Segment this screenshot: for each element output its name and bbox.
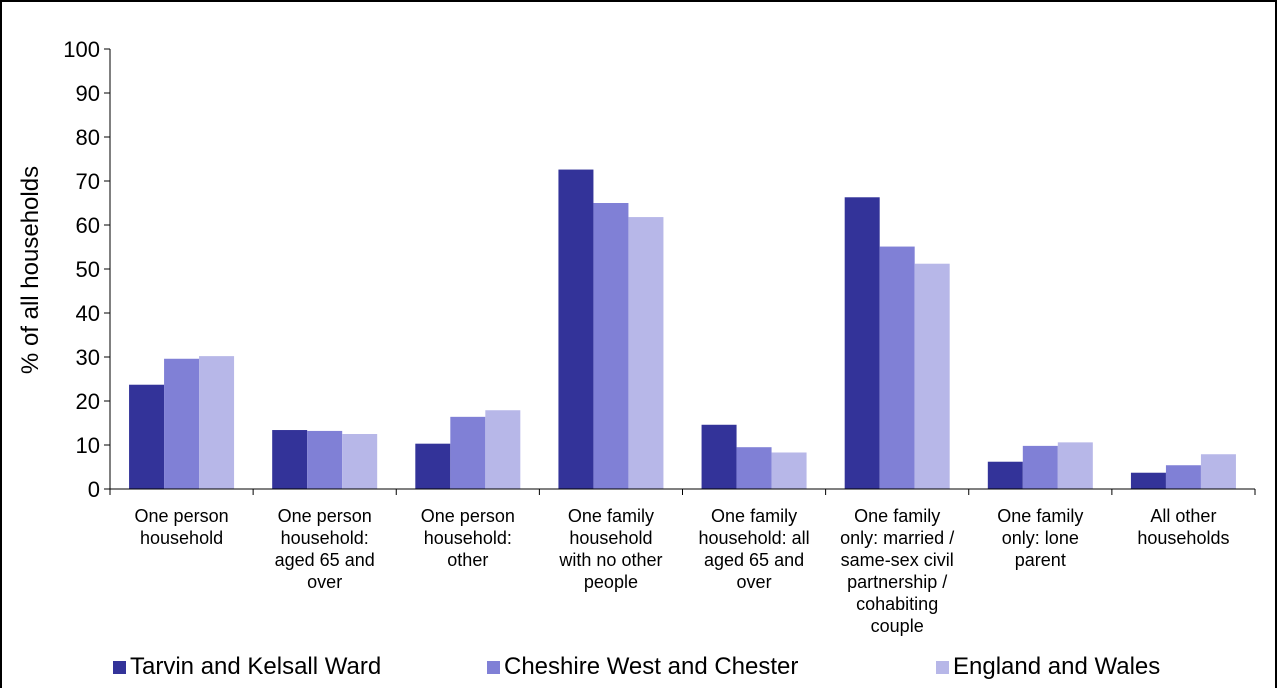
legend-item-cheshire: Cheshire West and Chester — [487, 652, 798, 682]
legend-label-england: England and Wales — [953, 653, 1161, 680]
x-tick-label-7: All other households — [1137, 506, 1229, 548]
bar-3-1 — [593, 203, 629, 489]
bar-6-0 — [987, 461, 1023, 489]
bar-3-2 — [628, 217, 664, 489]
x-tick-label-1: One person household: aged 65 and over — [275, 506, 375, 592]
x-tick-label-line: aged 65 and — [275, 550, 375, 570]
x-tick-label-2: One person household: other — [421, 506, 515, 570]
bar-0-1 — [164, 358, 200, 489]
y-tick-label: 70 — [76, 169, 100, 194]
x-tick-label-line: other — [447, 550, 488, 570]
x-tick-label-line: cohabiting — [856, 594, 938, 614]
bar-2-0 — [415, 443, 451, 489]
bar-0-0 — [129, 384, 165, 489]
bar-5-1 — [879, 246, 915, 489]
x-tick-label-line: households — [1137, 528, 1229, 548]
x-tick-label-0: One person household — [135, 506, 229, 548]
bar-4-2 — [771, 452, 807, 489]
x-tick-label-line: household — [569, 528, 652, 548]
bar-4-0 — [701, 424, 737, 489]
x-tick-label-line: partnership / — [847, 572, 947, 592]
x-tick-label-line: over — [307, 572, 342, 592]
y-axis-label: % of all households — [17, 166, 44, 374]
x-tick-label-4: One family household: all aged 65 and over — [699, 506, 810, 592]
x-tick-label-line: household: all — [699, 528, 810, 548]
x-tick-label-line: One family — [854, 506, 940, 526]
x-tick-label-line: only: lone — [1002, 528, 1079, 548]
bar-1-0 — [272, 430, 308, 489]
x-tick-label-line: couple — [871, 616, 924, 636]
legend-swatch-england — [936, 660, 949, 674]
legend-label-cheshire: Cheshire West and Chester — [504, 653, 799, 680]
bar-0-2 — [199, 356, 235, 489]
y-tick-label: 100 — [63, 37, 100, 62]
y-tick-label: 80 — [76, 125, 100, 150]
legend: Tarvin and Kelsall Ward Cheshire West an… — [0, 648, 1277, 688]
x-tick-label-line: All other — [1150, 506, 1216, 526]
bar-2-2 — [485, 410, 521, 489]
y-tick-label: 10 — [76, 433, 100, 458]
bars — [129, 169, 1236, 489]
bar-1-2 — [342, 434, 378, 489]
x-tick-label-line: people — [584, 572, 638, 592]
x-tick-label-line: aged 65 and — [704, 550, 804, 570]
x-tick-label-line: household: — [424, 528, 512, 548]
x-tick-label-line: One person — [421, 506, 515, 526]
x-tick-label-3: One family household with no other people — [558, 506, 662, 592]
legend-label-tarvin: Tarvin and Kelsall Ward — [130, 653, 382, 680]
x-tick-label-line: One family — [711, 506, 797, 526]
y-axis-label-group: % of all households — [17, 166, 44, 374]
x-tick-label-5: One family only: married / same-sex civil p… — [840, 506, 954, 636]
bar-3-0 — [558, 169, 594, 489]
y-tick-label: 90 — [76, 81, 100, 106]
x-tick-label-6: One family only: lone parent — [997, 506, 1083, 570]
legend-item-tarvin: Tarvin and Kelsall Ward — [113, 652, 381, 682]
x-tick-label-line: One person — [135, 506, 229, 526]
x-tick-label-line: only: married / — [840, 528, 954, 548]
bar-7-0 — [1130, 472, 1166, 489]
y-tick-label: 20 — [76, 389, 100, 414]
bar-5-0 — [844, 197, 880, 489]
legend-swatch-cheshire — [487, 660, 500, 674]
y-tick-label: 0 — [88, 477, 100, 502]
x-tick-label-line: with no other — [558, 550, 662, 570]
legend-swatch-tarvin — [113, 660, 126, 674]
x-tick-label-line: household — [140, 528, 223, 548]
x-tick-label-line: parent — [1015, 550, 1066, 570]
y-tick-label: 30 — [76, 345, 100, 370]
bar-4-1 — [736, 447, 772, 489]
bar-2-1 — [450, 416, 486, 489]
bar-5-2 — [914, 263, 950, 489]
bar-7-1 — [1165, 465, 1201, 489]
bar-chart: % of all households 0 10 20 30 40 50 60 70 80 90 1… — [17, 37, 1256, 636]
bar-7-2 — [1200, 454, 1236, 489]
x-tick-label-line: One family — [997, 506, 1083, 526]
x-tick-label-line: One person — [278, 506, 372, 526]
legend-item-england: England and Wales — [936, 652, 1160, 682]
bar-1-1 — [307, 430, 343, 489]
y-tick-label: 60 — [76, 213, 100, 238]
y-axis-ticks: 0 10 20 30 40 50 60 70 80 90 100 — [63, 37, 110, 502]
x-tick-label-line: One family — [568, 506, 654, 526]
y-tick-label: 50 — [76, 257, 100, 282]
x-tick-label-line: over — [737, 572, 772, 592]
y-tick-label: 40 — [76, 301, 100, 326]
bar-6-2 — [1057, 442, 1093, 489]
bar-6-1 — [1022, 445, 1058, 489]
x-tick-label-line: household: — [281, 528, 369, 548]
x-tick-label-line: same-sex civil — [841, 550, 954, 570]
